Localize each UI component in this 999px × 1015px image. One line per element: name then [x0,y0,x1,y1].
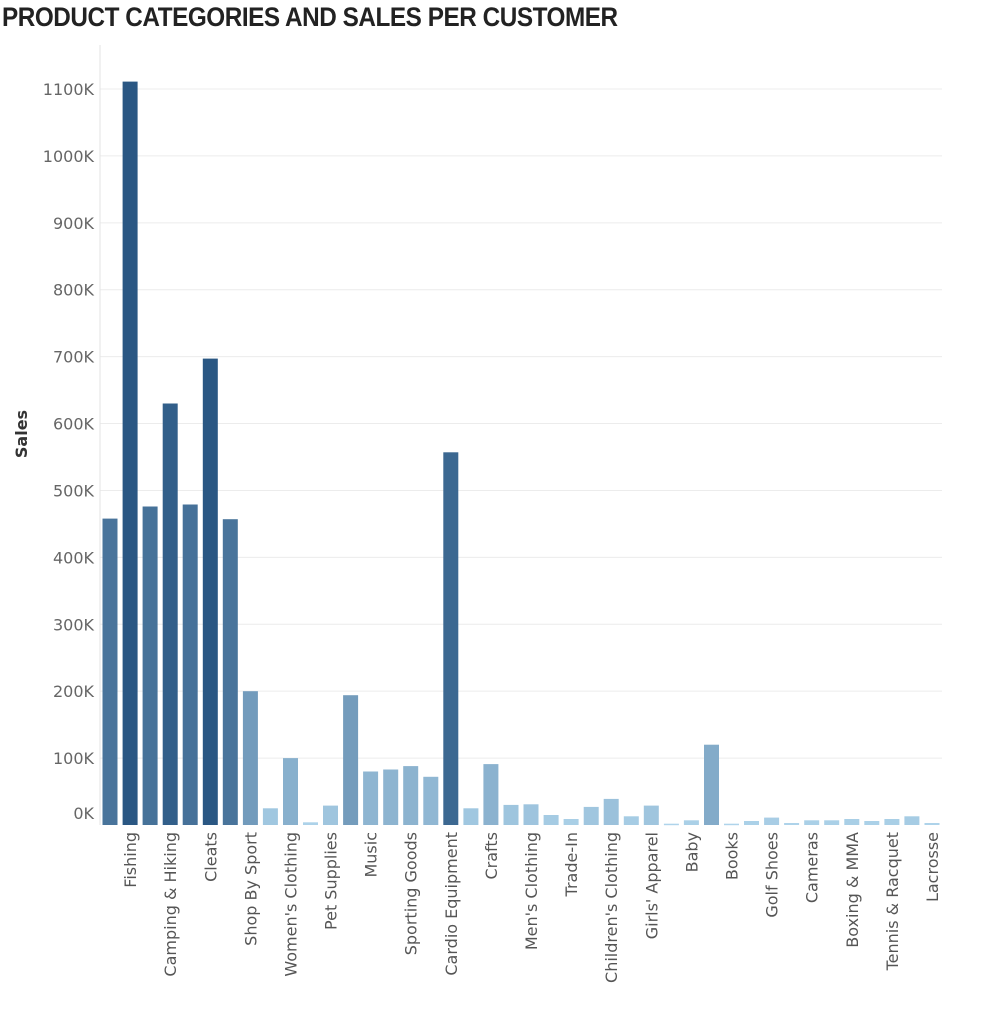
x-tick-label: Shop By Sport [241,832,260,946]
bar[interactable] [202,358,218,825]
bar[interactable] [523,804,539,825]
y-tick-label: 700K [53,348,95,367]
bar[interactable] [182,504,198,826]
bar[interactable] [242,691,258,825]
y-tick-label: 400K [53,548,95,567]
y-axis: 0K 100K 200K 300K 400K 500K 600K 700K 800K 900K 10… [43,45,101,825]
bar[interactable] [563,819,579,825]
bar[interactable] [142,506,158,826]
x-tick-label: Crafts [482,832,501,880]
bar[interactable] [904,816,920,825]
bar[interactable] [543,815,559,825]
x-tick-label: Trade-In [562,832,581,897]
x-tick-label: Sporting Goods [402,832,421,955]
x-axis-labels: Fishing Camping & Hiking Cleats Shop By Spo… [121,832,942,983]
bars [102,81,940,826]
bar[interactable] [122,81,138,826]
bar[interactable] [283,758,298,825]
x-tick-label: Cleats [201,832,220,882]
x-tick-label: Golf Shoes [763,832,782,918]
bar[interactable] [423,776,439,825]
x-tick-label: Music [362,832,381,878]
bar[interactable] [643,805,659,825]
bar[interactable] [503,804,519,825]
bar[interactable] [623,816,639,825]
bar[interactable] [323,805,338,825]
x-tick-label: Camping & Hiking [161,832,180,977]
bar[interactable] [724,823,739,826]
chart-title: PRODUCT CATEGORIES AND SALES PER CUSTOME… [2,2,618,32]
x-tick-label: Boxing & MMA [843,832,862,948]
y-tick-label: 200K [53,682,95,701]
gridlines [100,88,942,759]
y-tick-label: 500K [53,481,95,500]
x-tick-label: Baby [682,832,701,872]
y-tick-label: 800K [53,281,95,300]
bar[interactable] [343,695,359,825]
x-tick-label: Fishing [121,832,140,888]
y-tick-label: 0K [73,804,94,823]
y-tick-label: 100K [53,749,95,768]
bar[interactable] [443,452,459,825]
bar[interactable] [704,744,719,825]
y-tick-label: 1100K [43,80,95,99]
bar[interactable] [663,823,679,826]
bar[interactable] [363,771,379,826]
y-axis-label: Sales [12,410,31,458]
y-tick-label: 300K [53,615,95,634]
bar[interactable] [924,823,940,825]
bar[interactable] [744,821,759,825]
bar[interactable] [603,798,619,825]
y-tick-label: 600K [53,415,95,434]
x-tick-label: Children's Clothing [602,832,621,983]
x-tick-label: Women's Clothing [282,832,301,977]
x-tick-label: Men's Clothing [522,832,541,950]
bar[interactable] [784,823,800,825]
x-tick-label: Lacrosse [923,832,942,902]
x-tick-label: Girls' Apparel [642,832,661,939]
bar[interactable] [463,808,479,825]
bar[interactable] [764,817,780,825]
x-tick-label: Cardio Equipment [442,832,461,976]
bar[interactable] [804,820,820,825]
bar[interactable] [383,769,399,826]
bar[interactable] [222,519,238,825]
bar[interactable] [884,819,900,825]
bar[interactable] [162,403,178,826]
x-tick-label: Cameras [803,832,822,903]
x-tick-label: Books [723,832,742,880]
bar[interactable] [844,819,860,825]
x-tick-label: Tennis & Racquet [883,832,902,971]
bar[interactable] [683,820,699,825]
y-tick-label: 1000K [43,147,95,166]
bar[interactable] [483,764,499,825]
bar[interactable] [824,820,840,825]
bar[interactable] [303,822,318,825]
bar[interactable] [583,806,599,825]
bar[interactable] [102,518,118,825]
y-tick-label: 900K [53,214,95,233]
bar[interactable] [864,821,880,825]
x-tick-label: Pet Supplies [322,832,341,930]
bar[interactable] [262,808,278,825]
bar[interactable] [403,766,419,825]
